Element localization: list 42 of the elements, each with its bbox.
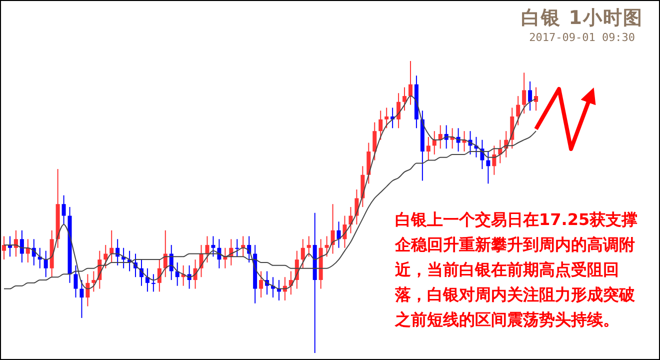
candlestick xyxy=(534,86,538,112)
candlestick xyxy=(378,110,383,140)
candlestick xyxy=(300,238,305,269)
candlestick xyxy=(259,270,264,298)
candlestick xyxy=(516,96,520,126)
candlestick xyxy=(324,236,329,258)
text: 白银 1小时图 xyxy=(521,6,643,31)
candlestick xyxy=(492,145,496,176)
candlestick xyxy=(510,107,514,150)
candlestick xyxy=(235,238,240,258)
candlestick xyxy=(522,72,526,114)
candlestick xyxy=(2,236,6,260)
candlestick xyxy=(86,274,90,307)
candlestick xyxy=(175,262,180,286)
candlestick xyxy=(92,270,96,292)
candlestick xyxy=(205,236,210,263)
annotation: 白银上一个交易日在17.25获支撑企稳回升重新攀升到周内的高调附近，当前白银在前期高点受阻回落，白银对周内关注阻力形成突破之前短线的区间震荡势头持续。 xyxy=(395,209,639,331)
candlestick xyxy=(528,80,532,112)
candlestick xyxy=(44,250,48,278)
candlestick xyxy=(151,274,156,292)
candlestick xyxy=(384,107,389,129)
candlestick xyxy=(104,244,108,269)
candlestick xyxy=(372,122,377,161)
candlestick xyxy=(354,188,359,226)
candlestick xyxy=(438,124,442,150)
candlestick xyxy=(163,230,168,278)
candlestick xyxy=(486,151,490,184)
candlestick xyxy=(408,61,412,106)
candlestick xyxy=(366,142,371,184)
candlestick xyxy=(211,236,216,258)
candlestick xyxy=(20,230,24,263)
candlestick xyxy=(80,280,84,318)
text: 2017-09-01 09:30 xyxy=(528,31,636,44)
candlestick xyxy=(74,264,78,298)
candlestick xyxy=(306,236,311,258)
candlestick xyxy=(402,86,407,112)
candlestick xyxy=(396,92,401,129)
candlestick xyxy=(14,230,18,258)
candlestick xyxy=(145,268,150,292)
candlestick xyxy=(426,136,430,161)
candlestick xyxy=(110,230,114,263)
candlestick xyxy=(62,194,66,226)
